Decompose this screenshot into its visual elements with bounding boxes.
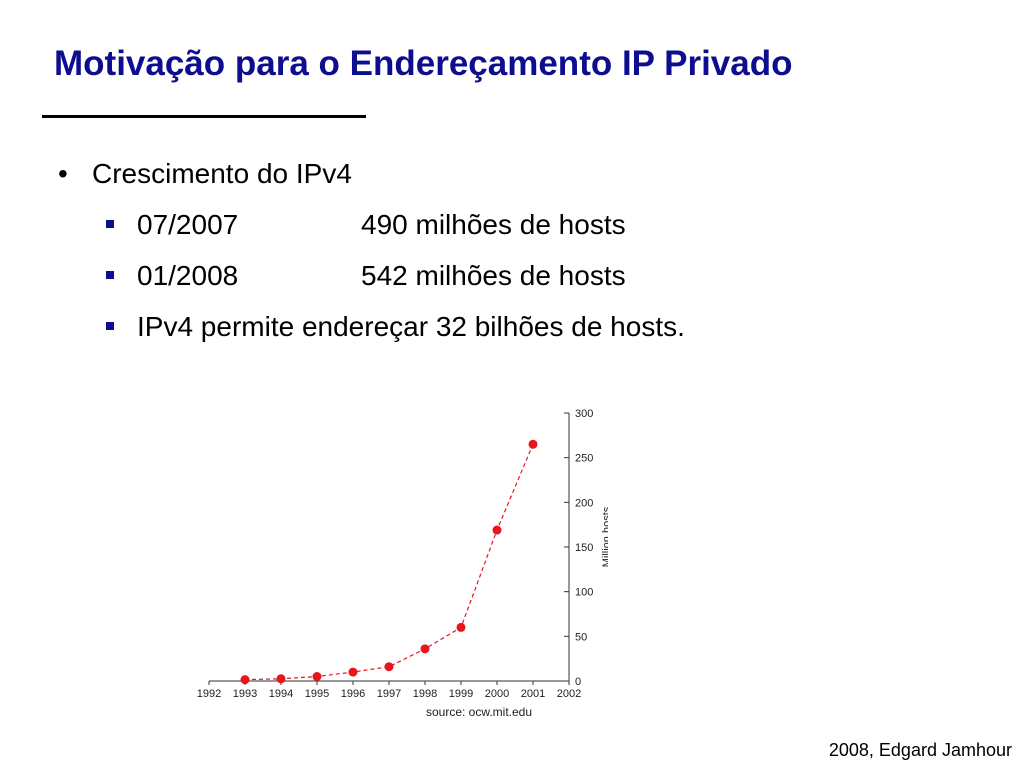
x-tick-label: 1992	[197, 688, 221, 700]
x-tick-label: 2001	[521, 688, 545, 700]
host-growth-chart: 1992 1993 1994 1995 1996 1997 1998 1999 2000 2001…	[197, 408, 608, 719]
square-bullet-icon	[106, 271, 114, 279]
y-tick-label: 100	[575, 587, 593, 599]
sub-bullet-text: IPv4 permite endereçar 32 bilhões de hos…	[137, 311, 685, 342]
y-tick-label: 50	[575, 631, 587, 643]
bullet-text: Crescimento do IPv4	[92, 158, 352, 189]
data-point	[384, 662, 394, 672]
y-tick-label: 0	[575, 676, 581, 688]
y-tick-label: 150	[575, 542, 593, 554]
chart-source: source: ocw.mit.edu	[426, 705, 532, 719]
x-tick-label: 2000	[485, 688, 509, 700]
data-point	[528, 439, 538, 449]
bullet-dot-icon: •	[58, 158, 68, 189]
sub-bullet-text: 490 milhões de hosts	[361, 209, 626, 240]
x-tick-label: 1993	[233, 688, 257, 700]
data-point	[312, 672, 322, 682]
sub-bullet-date: 07/2007	[137, 209, 239, 240]
square-bullet-icon	[106, 322, 114, 330]
x-tick-label: 1999	[449, 688, 473, 700]
footer-credit: 2008, Edgard Jamhour	[828, 740, 1012, 760]
y-tick-label: 300	[575, 408, 593, 420]
x-tick-label: 1994	[269, 688, 293, 700]
x-tick-label: 1998	[413, 688, 437, 700]
data-point	[456, 622, 466, 632]
sub-bullet-text: 542 milhões de hosts	[361, 260, 626, 291]
data-point	[492, 525, 502, 535]
title-underline	[42, 115, 366, 118]
y-tick-label: 200	[575, 497, 593, 509]
data-point	[240, 675, 250, 685]
x-tick-label: 2002	[557, 688, 581, 700]
data-point	[420, 644, 430, 654]
square-bullet-icon	[106, 220, 114, 228]
sub-bullet-date: 01/2008	[137, 260, 239, 291]
x-tick-label: 1995	[305, 688, 329, 700]
data-point	[348, 667, 358, 677]
y-axis-label: Million hosts	[601, 506, 608, 567]
x-tick-label: 1997	[377, 688, 401, 700]
y-tick-label: 250	[575, 453, 593, 465]
x-tick-label: 1996	[341, 688, 365, 700]
slide-title: Motivação para o Endereçamento IP Privad…	[54, 44, 793, 83]
series-line	[244, 444, 534, 681]
data-point	[276, 674, 286, 684]
